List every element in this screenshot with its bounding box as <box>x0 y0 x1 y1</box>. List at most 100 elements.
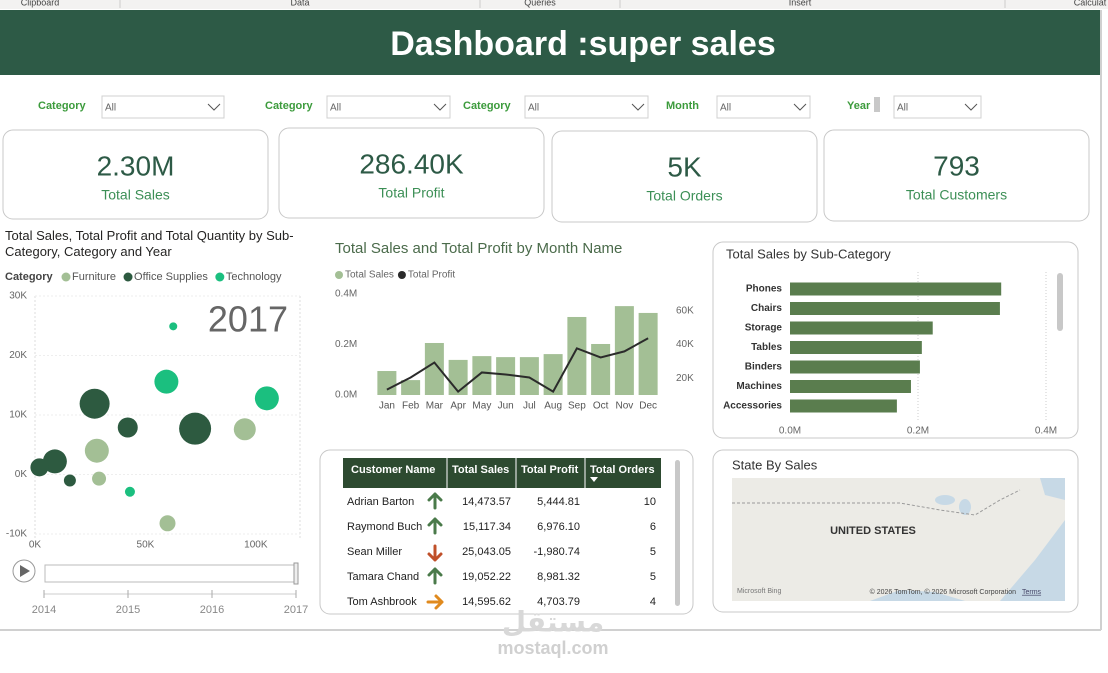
ribbon-label: Queries <box>524 0 556 7</box>
scrollbar[interactable] <box>1057 273 1063 331</box>
table-cell: Adrian Barton <box>347 496 414 508</box>
y-tick-label: 0K <box>15 469 28 480</box>
bubble <box>42 449 67 474</box>
table-cell: 8,981.32 <box>537 571 580 583</box>
column-header: Customer Name <box>351 464 435 476</box>
dropdown-chevron <box>793 103 807 111</box>
chart-title: Total Sales by Sub-Category <box>726 246 891 261</box>
map-border <box>732 489 1021 516</box>
bar <box>790 282 1002 296</box>
table-cell: 6,976.10 <box>537 521 580 533</box>
y-tick-label: 20K <box>9 350 27 361</box>
bar <box>377 371 397 395</box>
map-land[interactable] <box>732 478 1065 601</box>
x-tick-label: Mar <box>426 401 444 412</box>
table-cell: 10 <box>644 496 656 508</box>
map-water <box>1000 520 1065 601</box>
filter-dropdown[interactable] <box>893 95 982 119</box>
card <box>823 129 1090 222</box>
x-tick-label: Jun <box>498 401 514 412</box>
y-tick-label: 10K <box>9 410 27 421</box>
table-cell: Tom Ashbrook <box>347 596 417 608</box>
x-tick-label: May <box>472 401 491 412</box>
ribbon-label: Calculat <box>1074 0 1107 7</box>
x-tick-label: Nov <box>615 401 633 412</box>
bubble <box>30 458 49 477</box>
table-cell: 5 <box>650 571 656 583</box>
dropdown-chevron <box>631 103 645 111</box>
filter-label: Month <box>666 100 699 112</box>
x-tick-label: Feb <box>402 401 420 412</box>
legend-label: Total Profit <box>408 270 455 281</box>
kpi-label: Total Customers <box>906 187 1007 203</box>
scrollbar[interactable] <box>675 460 680 606</box>
x-tick-label: Aug <box>544 401 562 412</box>
y-tick-label: Storage <box>745 323 783 334</box>
y2-tick-label: 60K <box>676 305 694 316</box>
legend-marker <box>123 272 133 282</box>
play-slider-handle[interactable] <box>293 562 299 585</box>
legend-label: Furniture <box>72 271 116 283</box>
legend-title: Category <box>5 271 54 283</box>
bubble <box>92 471 107 486</box>
x-tick-label: 50K <box>137 540 155 551</box>
y-tick-label: Accessories <box>723 401 782 412</box>
play-slider[interactable] <box>44 564 298 583</box>
y-tick-label: Binders <box>745 362 783 373</box>
table-cell: 15,117.34 <box>463 521 511 533</box>
legend-marker <box>61 272 71 282</box>
table-cell: 14,595.62 <box>462 596 511 608</box>
chart-title: Total Sales and Total Profit by Month Na… <box>335 240 622 257</box>
kpi-value: 2.30M <box>97 150 175 181</box>
bubble <box>117 417 138 438</box>
scatter-title: Total Sales, Total Profit and Total Quan… <box>5 228 294 259</box>
bubble <box>63 474 76 487</box>
filter-value: All <box>720 103 731 114</box>
trend-arrow <box>427 517 443 535</box>
table-cell: 25,043.05 <box>462 546 511 558</box>
filter-dropdown[interactable] <box>101 95 225 119</box>
map-title: State By Sales <box>732 457 818 472</box>
bar <box>638 312 658 395</box>
bubble <box>159 515 176 532</box>
filter-value: All <box>897 103 908 114</box>
filter-dropdown[interactable] <box>716 95 811 119</box>
legend-label: Office Supplies <box>134 271 208 283</box>
filter-dropdown[interactable] <box>524 95 649 119</box>
play-axis-label: 2014 <box>32 604 56 616</box>
filter-value: All <box>105 103 116 114</box>
bubble <box>124 486 135 497</box>
legend-marker <box>215 272 225 282</box>
bar <box>790 380 911 393</box>
bar <box>448 359 468 395</box>
filter-label: Category <box>38 100 87 112</box>
ribbon-bar <box>0 0 1108 9</box>
filter-dropdown[interactable] <box>326 95 451 119</box>
table-cell: 19,052.22 <box>462 571 511 583</box>
card <box>551 130 818 223</box>
x-tick-label: Apr <box>450 401 466 412</box>
y2-tick-label: 20K <box>676 373 694 384</box>
bar <box>543 354 563 395</box>
x-tick-label: Dec <box>639 401 657 412</box>
table-cell: -1,980.74 <box>534 546 580 558</box>
header-title: Dashboard :super sales <box>390 25 775 63</box>
table-cell: Raymond Buch <box>347 521 422 533</box>
ribbon-label: Clipboard <box>21 0 60 7</box>
bubble <box>154 369 179 394</box>
x-tick-label: Jan <box>379 401 395 412</box>
bar <box>790 399 897 413</box>
table-header <box>343 458 661 488</box>
y2-tick-label: 40K <box>676 339 694 350</box>
legend-label: Technology <box>226 271 282 283</box>
map-water <box>1040 478 1065 500</box>
bubble <box>179 412 212 445</box>
filter-label: Category <box>265 100 314 112</box>
year-slicer-icon <box>874 97 880 112</box>
card <box>278 127 545 219</box>
legend-label: Total Sales <box>345 270 394 281</box>
table-cell: Sean Miller <box>347 546 402 558</box>
bar <box>496 357 516 395</box>
